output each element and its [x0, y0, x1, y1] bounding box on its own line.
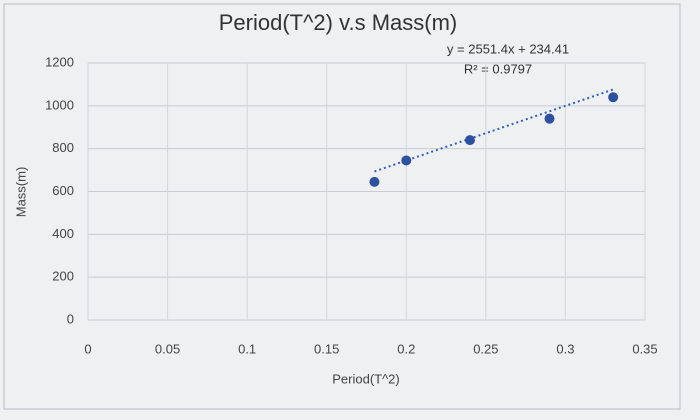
x-tick-label: 0.25	[473, 341, 498, 356]
x-tick-label: 0.1	[238, 341, 256, 356]
x-tick-label: 0.05	[155, 341, 180, 356]
x-tick-label: 0.15	[314, 341, 339, 356]
data-point	[401, 155, 412, 166]
trendline-r-squared: R² = 0.9797	[464, 61, 532, 76]
y-tick-label: 200	[52, 269, 74, 284]
y-tick-label: 800	[52, 140, 74, 155]
x-tick-label: 0.3	[556, 341, 574, 356]
y-tick-label: 1000	[45, 97, 74, 112]
trendline	[374, 88, 614, 173]
data-point	[369, 176, 380, 187]
y-tick-label: 400	[52, 226, 74, 241]
chart-frame	[3, 3, 681, 410]
y-tick-label: 600	[52, 183, 74, 198]
y-tick-label: 0	[67, 311, 74, 326]
x-tick-label: 0.35	[632, 341, 657, 356]
x-axis-title: Period(T^2)	[332, 371, 400, 386]
chart-title: Period(T^2) v.s Mass(m)	[219, 10, 458, 35]
data-point	[544, 113, 555, 124]
trendline-equation: y = 2551.4x + 234.41	[447, 41, 569, 56]
data-point	[464, 135, 475, 146]
y-axis-title: Mass(m)	[13, 167, 28, 218]
x-tick-label: 0	[84, 341, 91, 356]
x-tick-label: 0.2	[397, 341, 415, 356]
data-point	[608, 92, 619, 103]
y-tick-label: 1200	[45, 54, 74, 69]
